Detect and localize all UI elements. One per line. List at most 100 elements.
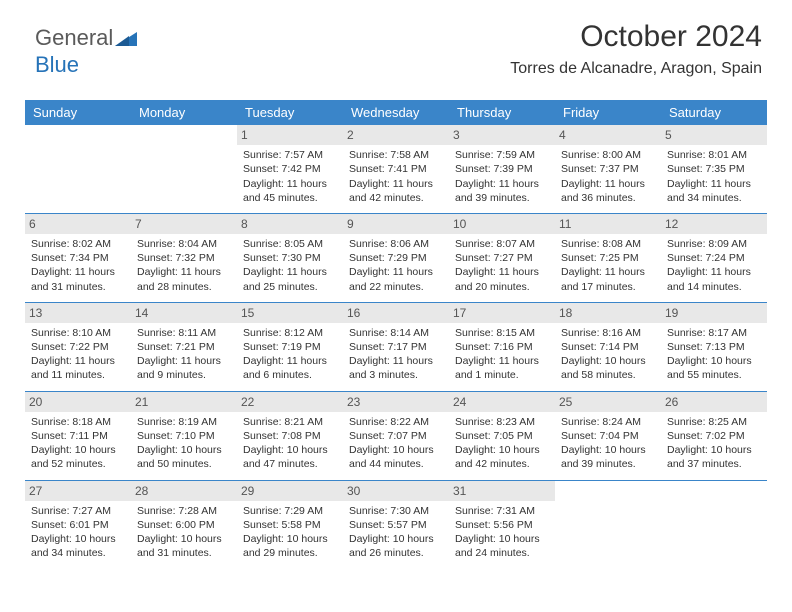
day-number: 8 xyxy=(237,214,343,234)
sunrise-text: Sunrise: 8:15 AM xyxy=(455,326,549,340)
day-number: 27 xyxy=(25,481,131,501)
sunrise-text: Sunrise: 7:30 AM xyxy=(349,504,443,518)
sunset-text: Sunset: 7:34 PM xyxy=(31,251,125,265)
sunset-text: Sunset: 7:25 PM xyxy=(561,251,655,265)
day-header: Saturday xyxy=(661,100,767,125)
calendar-cell: 28 Sunrise: 7:28 AMSunset: 6:00 PMDayligh… xyxy=(131,481,237,569)
sunrise-text: Sunrise: 8:14 AM xyxy=(349,326,443,340)
calendar-cell: 25 Sunrise: 8:24 AMSunset: 7:04 PMDayligh… xyxy=(555,392,661,480)
sunset-text: Sunset: 7:10 PM xyxy=(137,429,231,443)
day-header: Tuesday xyxy=(237,100,343,125)
daylight-text: Daylight: 11 hours and 36 minutes. xyxy=(561,177,655,205)
calendar-cell: 22Sunrise: 8:21 AMSunset: 7:08 PMDayligh… xyxy=(237,392,343,480)
calendar-cell: 16Sunrise: 8:14 AMSunset: 7:17 PMDayligh… xyxy=(343,303,449,391)
daylight-text: Daylight: 11 hours and 31 minutes. xyxy=(31,265,125,293)
sunset-text: Sunset: 7:30 PM xyxy=(243,251,337,265)
daylight-text: Daylight: 10 hours and 50 minutes. xyxy=(137,443,231,471)
sunset-text: Sunset: 7:04 PM xyxy=(561,429,655,443)
sunset-text: Sunset: 7:21 PM xyxy=(137,340,231,354)
calendar-cell: 4Sunrise: 8:00 AMSunset: 7:37 PMDaylight… xyxy=(555,125,661,213)
sunset-text: Sunset: 7:07 PM xyxy=(349,429,443,443)
daylight-text: Daylight: 11 hours and 6 minutes. xyxy=(243,354,337,382)
sunrise-text: Sunrise: 8:00 AM xyxy=(561,148,655,162)
day-number: 21 xyxy=(131,392,237,412)
daylight-text: Daylight: 11 hours and 11 minutes. xyxy=(31,354,125,382)
sunset-text: Sunset: 7:19 PM xyxy=(243,340,337,354)
location-text: Torres de Alcanadre, Aragon, Spain xyxy=(510,60,762,78)
daylight-text: Daylight: 11 hours and 3 minutes. xyxy=(349,354,443,382)
calendar-week: 20Sunrise: 8:18 AMSunset: 7:11 PMDayligh… xyxy=(25,391,767,480)
daylight-text: Daylight: 10 hours and 42 minutes. xyxy=(455,443,549,471)
sunset-text: Sunset: 7:24 PM xyxy=(667,251,761,265)
sunset-text: Sunset: 7:22 PM xyxy=(31,340,125,354)
daylight-text: Daylight: 11 hours and 20 minutes. xyxy=(455,265,549,293)
daylight-text: Daylight: 11 hours and 25 minutes. xyxy=(243,265,337,293)
sunset-text: Sunset: 6:00 PM xyxy=(137,518,231,532)
calendar-cell: 10Sunrise: 8:07 AMSunset: 7:27 PMDayligh… xyxy=(449,214,555,302)
day-number: 15 xyxy=(237,303,343,323)
day-number: 24 xyxy=(449,392,555,412)
month-title: October 2024 xyxy=(510,20,762,54)
sunset-text: Sunset: 5:58 PM xyxy=(243,518,337,532)
calendar-cell: . xyxy=(131,125,237,213)
day-number: 23 xyxy=(343,392,449,412)
sunrise-text: Sunrise: 7:31 AM xyxy=(455,504,549,518)
day-number: 28 xyxy=(131,481,237,501)
sunrise-text: Sunrise: 8:10 AM xyxy=(31,326,125,340)
day-number: 25 xyxy=(555,392,661,412)
daylight-text: Daylight: 10 hours and 31 minutes. xyxy=(137,532,231,560)
day-number: 19 xyxy=(661,303,767,323)
day-number: 3 xyxy=(449,125,555,145)
sunrise-text: Sunrise: 8:17 AM xyxy=(667,326,761,340)
day-number: 4 xyxy=(555,125,661,145)
day-number: 1 xyxy=(237,125,343,145)
page-header: October 2024 Torres de Alcanadre, Aragon… xyxy=(510,20,762,78)
calendar-cell: 3Sunrise: 7:59 AMSunset: 7:39 PMDaylight… xyxy=(449,125,555,213)
sunrise-text: Sunrise: 8:21 AM xyxy=(243,415,337,429)
sunset-text: Sunset: 7:13 PM xyxy=(667,340,761,354)
sunrise-text: Sunrise: 8:19 AM xyxy=(137,415,231,429)
day-number: 2 xyxy=(343,125,449,145)
daylight-text: Daylight: 11 hours and 34 minutes. xyxy=(667,177,761,205)
calendar-cell: 20Sunrise: 8:18 AMSunset: 7:11 PMDayligh… xyxy=(25,392,131,480)
sunrise-text: Sunrise: 8:08 AM xyxy=(561,237,655,251)
calendar-cell: 11Sunrise: 8:08 AMSunset: 7:25 PMDayligh… xyxy=(555,214,661,302)
daylight-text: Daylight: 10 hours and 39 minutes. xyxy=(561,443,655,471)
day-number: 9 xyxy=(343,214,449,234)
sunrise-text: Sunrise: 8:16 AM xyxy=(561,326,655,340)
calendar-grid: SundayMondayTuesdayWednesdayThursdayFrid… xyxy=(25,100,767,568)
daylight-text: Daylight: 10 hours and 52 minutes. xyxy=(31,443,125,471)
daylight-text: Daylight: 10 hours and 58 minutes. xyxy=(561,354,655,382)
sunrise-text: Sunrise: 7:28 AM xyxy=(137,504,231,518)
sunset-text: Sunset: 7:42 PM xyxy=(243,162,337,176)
calendar-cell: 9Sunrise: 8:06 AMSunset: 7:29 PMDaylight… xyxy=(343,214,449,302)
calendar-cell: 14Sunrise: 8:11 AMSunset: 7:21 PMDayligh… xyxy=(131,303,237,391)
sunset-text: Sunset: 7:27 PM xyxy=(455,251,549,265)
calendar-cell: 8 Sunrise: 8:05 AMSunset: 7:30 PMDaylight… xyxy=(237,214,343,302)
sunrise-text: Sunrise: 8:05 AM xyxy=(243,237,337,251)
daylight-text: Daylight: 11 hours and 45 minutes. xyxy=(243,177,337,205)
calendar-week: ..1Sunrise: 7:57 AMSunset: 7:42 PMDaylig… xyxy=(25,125,767,213)
calendar-week: 6Sunrise: 8:02 AMSunset: 7:34 PMDaylight… xyxy=(25,213,767,302)
daylight-text: Daylight: 11 hours and 17 minutes. xyxy=(561,265,655,293)
sunset-text: Sunset: 7:29 PM xyxy=(349,251,443,265)
sunset-text: Sunset: 5:56 PM xyxy=(455,518,549,532)
sunrise-text: Sunrise: 8:09 AM xyxy=(667,237,761,251)
sunrise-text: Sunrise: 8:24 AM xyxy=(561,415,655,429)
calendar-cell: 12Sunrise: 8:09 AMSunset: 7:24 PMDayligh… xyxy=(661,214,767,302)
daylight-text: Daylight: 10 hours and 55 minutes. xyxy=(667,354,761,382)
day-header-row: SundayMondayTuesdayWednesdayThursdayFrid… xyxy=(25,100,767,125)
day-number: 29 xyxy=(237,481,343,501)
calendar-cell: 18Sunrise: 8:16 AMSunset: 7:14 PMDayligh… xyxy=(555,303,661,391)
calendar-cell: 26Sunrise: 8:25 AMSunset: 7:02 PMDayligh… xyxy=(661,392,767,480)
daylight-text: Daylight: 11 hours and 28 minutes. xyxy=(137,265,231,293)
calendar-cell: 19 Sunrise: 8:17 AMSunset: 7:13 PMDayligh… xyxy=(661,303,767,391)
daylight-text: Daylight: 10 hours and 44 minutes. xyxy=(349,443,443,471)
calendar-cell: 24Sunrise: 8:23 AMSunset: 7:05 PMDayligh… xyxy=(449,392,555,480)
daylight-text: Daylight: 10 hours and 24 minutes. xyxy=(455,532,549,560)
sunset-text: Sunset: 7:35 PM xyxy=(667,162,761,176)
sunset-text: Sunset: 6:01 PM xyxy=(31,518,125,532)
sunset-text: Sunset: 7:02 PM xyxy=(667,429,761,443)
brand-part1: General xyxy=(35,25,113,50)
daylight-text: Daylight: 10 hours and 37 minutes. xyxy=(667,443,761,471)
